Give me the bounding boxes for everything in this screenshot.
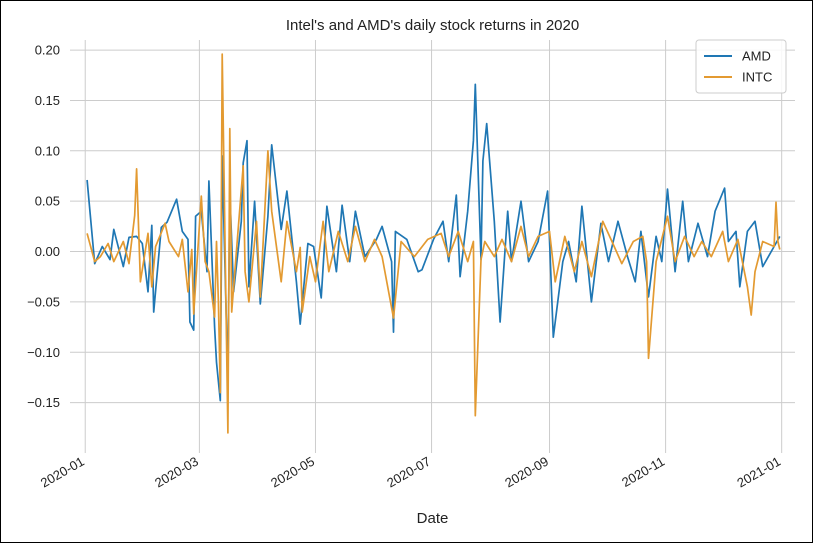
series-line-intc [86, 53, 781, 434]
legend-box [695, 39, 787, 94]
y-tick-label: −0.15 [27, 395, 60, 410]
x-tick-label: 2020-11 [619, 454, 667, 490]
y-tick-label: 0.00 [35, 244, 60, 259]
x-tick-label: 2020-07 [384, 454, 433, 491]
grid-lines [70, 40, 795, 453]
legend: AMD INTC [695, 39, 787, 94]
y-tick-label: 0.15 [35, 93, 60, 108]
y-tick-label: −0.10 [27, 345, 60, 360]
x-axis-ticks: 2020-01 2020-03 2020-05 2020-07 2020-09 2020-… [38, 454, 783, 491]
y-axis-ticks: 0.20 0.15 0.10 0.05 0.00 −0.05 −0.10 −0.15 [27, 43, 60, 411]
series-line-amd [86, 83, 781, 402]
y-tick-label: 0.05 [35, 194, 60, 209]
x-tick-label: 2020-05 [268, 454, 317, 491]
x-tick-label: 2020-01 [38, 454, 87, 491]
series-layer [86, 53, 781, 434]
x-axis-label: Date [417, 510, 449, 527]
x-tick-label: 2021-01 [734, 454, 783, 491]
y-tick-label: −0.05 [27, 294, 60, 309]
y-tick-label: 0.10 [35, 143, 60, 158]
chart-title: Intel's and AMD's daily stock returns in… [286, 17, 579, 34]
y-tick-label: 0.20 [35, 43, 60, 58]
x-tick-label: 2020-03 [152, 454, 201, 491]
legend-label-amd: AMD [742, 49, 771, 64]
legend-label-intc: INTC [742, 70, 772, 85]
x-tick-label: 2020-09 [502, 454, 551, 491]
